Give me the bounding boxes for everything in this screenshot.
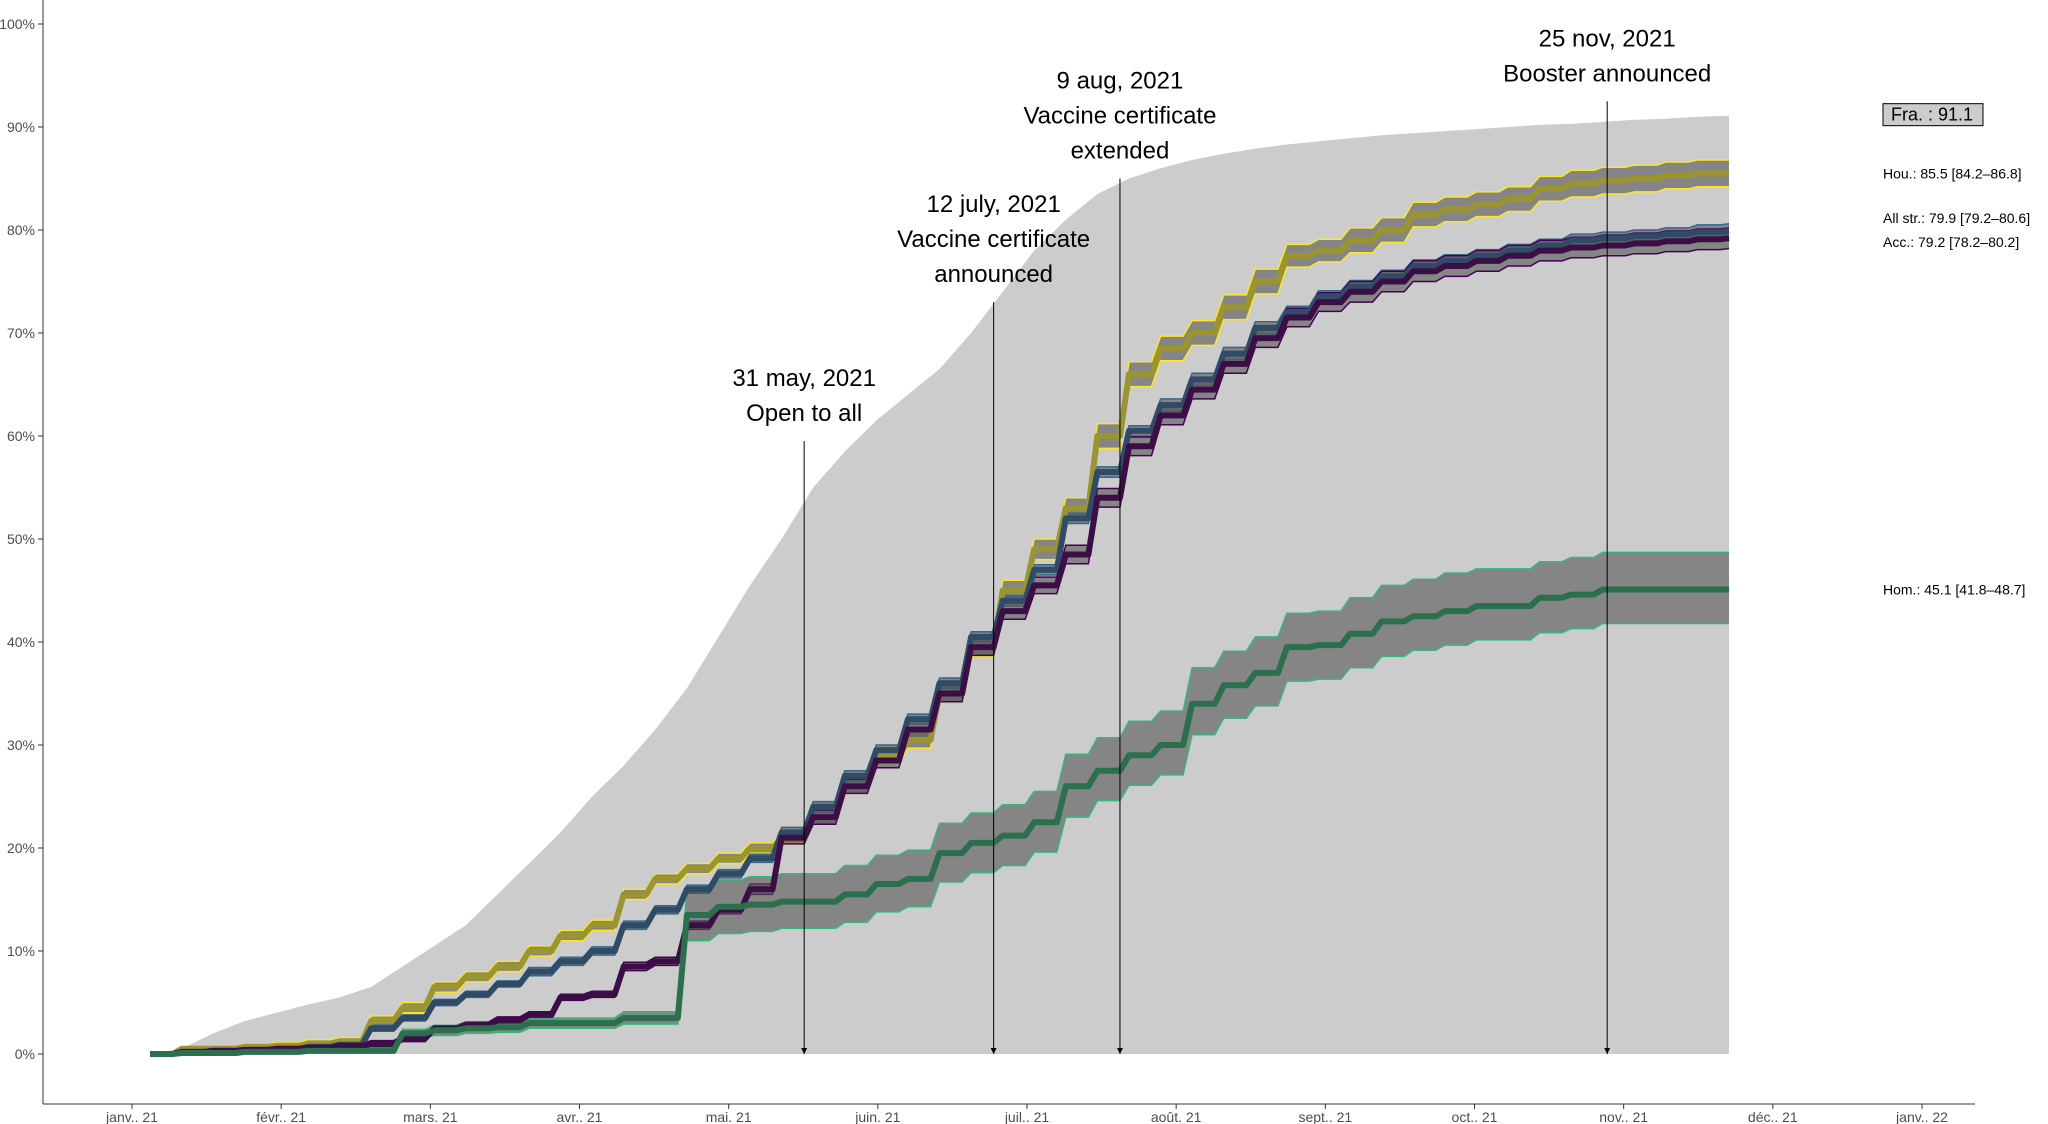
series-end-label: Hou.: 85.5 [84.2–86.8] (1883, 165, 2022, 181)
national-label-box (1882, 103, 1984, 127)
x-tick-label: août. 21 (1151, 1109, 1202, 1124)
annotation-text: 9 aug, 2021 (1057, 68, 1184, 95)
axes-layer: 0% 10% 20% 30% 40% 50% 60% 70% 80% 90% 100% janv.. … (0, 0, 1975, 1124)
x-tick-label: juil.. 21 (1004, 1109, 1050, 1124)
y-tick-label: 70% (7, 325, 35, 341)
y-tick-label: 0% (15, 1046, 35, 1062)
x-tick-label: mars. 21 (403, 1109, 458, 1124)
x-tick-label: avr.. 21 (557, 1109, 603, 1124)
y-tick-label: 20% (7, 840, 35, 856)
annotation-text: announced (934, 261, 1053, 288)
annotation-text: Open to all (746, 400, 862, 427)
x-tick-label: nov.. 21 (1599, 1109, 1648, 1124)
end-labels-layer: Fra. : 91.1 Hou.: 85.5 [84.2–86.8] All str… (1882, 103, 2030, 597)
series-end-label: Hom.: 45.1 [41.8–48.7] (1883, 581, 2025, 597)
y-tick-label: 10% (7, 943, 35, 959)
series-ribbon-hom (150, 552, 1729, 1054)
series-upper-hom (150, 551, 1729, 1055)
y-tick-label: 50% (7, 531, 35, 547)
annotations-layer: 31 may, 2021 Open to all 12 july, 2021 Vacc… (732, 25, 1711, 1054)
national-area-layer (150, 115, 1729, 1054)
series-end-label: All str.: 79.9 [79.2–80.6] (1883, 210, 2030, 226)
annotation-text: 12 july, 2021 (926, 191, 1060, 218)
x-tick-label: sept.. 21 (1298, 1109, 1352, 1124)
x-tick-label: juin. 21 (854, 1109, 900, 1124)
series-end-label: Acc.: 79.2 [78.2–80.2] (1883, 234, 2019, 250)
y-tick-label: 40% (7, 634, 35, 650)
annotation-text: 31 may, 2021 (732, 365, 876, 392)
x-tick-label: déc.. 21 (1748, 1109, 1798, 1124)
y-tick-label: 100% (0, 16, 35, 32)
series-line-hom (150, 586, 1729, 1057)
annotation-arrowhead (801, 1048, 808, 1054)
series-upper-allstr (150, 223, 1730, 1055)
series-line-allstr (150, 228, 1730, 1057)
x-tick-label: janv.. 21 (105, 1109, 158, 1124)
y-tick-label: 80% (7, 222, 35, 238)
x-tick-label: mai. 21 (706, 1109, 752, 1124)
annotation-text: 25 nov, 2021 (1539, 25, 1676, 52)
national-area (150, 115, 1729, 1054)
x-tick-label: oct.. 21 (1452, 1109, 1498, 1124)
annotation-arrowhead (990, 1048, 997, 1054)
national-label: Fra. : 91.1 (1891, 105, 1973, 125)
lines-layer (150, 170, 1730, 1057)
y-tick-label: 90% (7, 119, 35, 135)
annotation-arrowhead (1604, 1048, 1611, 1054)
series-line-acc (150, 235, 1730, 1057)
annotation-text: Vaccine certificate (1023, 103, 1216, 130)
annotation-text: Booster announced (1503, 60, 1711, 87)
x-tick-label: janv.. 22 (1895, 1109, 1948, 1124)
annotation-text: Vaccine certificate (897, 226, 1090, 253)
annotation-arrowhead (1116, 1048, 1123, 1054)
x-tick-label: févr.. 21 (256, 1109, 306, 1124)
y-tick-label: 60% (7, 428, 35, 444)
y-tick-label: 30% (7, 737, 35, 753)
annotation-text: extended (1071, 138, 1170, 165)
